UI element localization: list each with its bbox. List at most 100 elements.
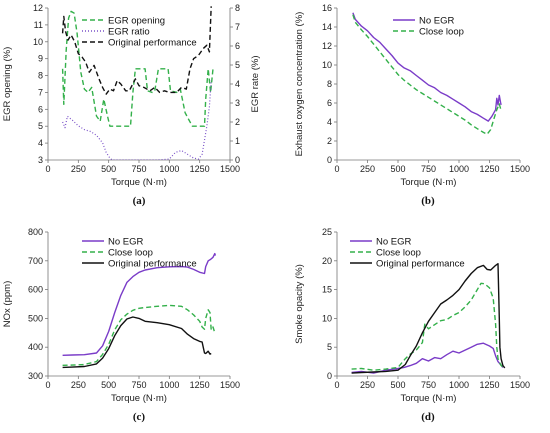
y-axis-label: EGR opening (%)	[2, 47, 13, 121]
y-tick-label: 10	[33, 37, 43, 47]
legend-entry: No EGR	[376, 237, 412, 248]
x-tick-label: 750	[421, 164, 436, 174]
series-line-1	[352, 343, 503, 373]
panel-label: (c)	[133, 411, 146, 423]
legend-entry: EGR ratio	[108, 27, 150, 38]
x-tick-label: 0	[45, 380, 50, 390]
x-tick-label: 250	[71, 380, 86, 390]
legend-entry: Close loop	[376, 248, 421, 259]
x-tick-label: 250	[360, 380, 375, 390]
legend-entry: No EGR	[419, 16, 455, 27]
x-tick-label: 1500	[220, 164, 240, 174]
x-tick-label: 500	[390, 380, 405, 390]
panel-c: 0 250 500 750 1000 1250 1500 300 400 500 600 700 800…	[2, 227, 240, 423]
panel-d: 0 250 500 750 1000 1250 1500 0 5 10 15 20 25 Torque (…	[294, 227, 530, 423]
x-axis-label: Torque (N·m)	[401, 393, 457, 404]
y-tick-label: 400	[28, 342, 43, 352]
x-tick-label: 1000	[449, 380, 469, 390]
y-tick-label: 300	[28, 371, 43, 381]
series-line-3	[352, 264, 505, 373]
panel-label: (b)	[421, 195, 435, 207]
x-tick-label: 1000	[159, 380, 179, 390]
x-tick-label: 1250	[479, 164, 499, 174]
x-tick-label: 0	[334, 380, 339, 390]
legend-entry: Original performance	[108, 259, 197, 270]
x-axis-label: Torque (N·m)	[401, 177, 457, 188]
y-tick-label: 12	[33, 3, 43, 13]
series-line-3	[63, 317, 212, 367]
x-tick-label: 0	[45, 164, 50, 174]
y-axis-label: Exhaust oxygen concentration (%)	[294, 12, 305, 157]
x-axis-label: Torque (N·m)	[111, 177, 167, 188]
y2-tick-label: 8	[235, 3, 240, 13]
y2-tick-label: 5	[235, 60, 240, 70]
y-tick-label: 0	[327, 155, 332, 165]
y2-axis-label: EGR rate (%)	[250, 55, 261, 112]
legend-entry: Original performance	[108, 38, 197, 49]
y2-tick-label: 2	[235, 117, 240, 127]
x-tick-label: 1250	[190, 380, 210, 390]
series-line-2	[352, 283, 503, 370]
y-tick-label: 11	[34, 20, 43, 30]
y-tick-label: 2	[327, 136, 332, 146]
y-tick-label: 16	[322, 3, 332, 13]
panel-label: (a)	[133, 195, 146, 207]
y-tick-label: 5	[38, 121, 43, 131]
y-tick-label: 10	[322, 60, 332, 70]
panel-label: (d)	[421, 411, 435, 423]
y-tick-label: 5	[327, 342, 332, 352]
x-tick-label: 0	[334, 164, 339, 174]
y-tick-label: 15	[322, 285, 332, 295]
y-tick-label: 20	[322, 256, 332, 266]
panel-a: 0 250 500 750 1000 1250 1500345678910111201234…	[2, 3, 261, 207]
x-tick-label: 500	[101, 380, 116, 390]
x-axis-label: Torque (N·m)	[111, 393, 167, 404]
y-tick-label: 600	[28, 285, 43, 295]
series-line-2	[63, 305, 215, 365]
y2-tick-label: 6	[235, 41, 240, 51]
legend-entry: Close loop	[419, 27, 464, 38]
x-tick-label: 1000	[449, 164, 469, 174]
y-tick-label: 500	[28, 313, 43, 323]
panel-b: 0 250 500 750 1000 1250 1500 0 2 4 6 8 10 12 14 16 Torqu…	[294, 3, 530, 207]
y-tick-label: 4	[327, 117, 332, 127]
legend-entry: Original performance	[376, 259, 465, 270]
y-tick-label: 7	[38, 87, 43, 97]
y-tick-label: 6	[327, 98, 332, 108]
y-axis-label: Smoke opacity (%)	[294, 264, 305, 344]
x-tick-label: 1500	[220, 380, 240, 390]
y-axis-label: NOx (ppm)	[2, 281, 13, 327]
x-tick-label: 1500	[510, 380, 530, 390]
legend-entry: Close loop	[108, 248, 153, 259]
x-tick-label: 250	[360, 164, 375, 174]
y2-tick-label: 3	[235, 98, 240, 108]
y-tick-label: 8	[327, 79, 332, 89]
y2-tick-label: 4	[235, 79, 240, 89]
x-tick-label: 1500	[510, 164, 530, 174]
y-tick-label: 8	[38, 71, 43, 81]
y2-tick-label: 1	[235, 136, 240, 146]
y-tick-label: 9	[38, 54, 43, 64]
x-tick-label: 500	[101, 164, 116, 174]
x-tick-label: 750	[131, 164, 146, 174]
legend-entry: No EGR	[108, 237, 144, 248]
x-tick-label: 250	[71, 164, 86, 174]
y-tick-label: 6	[38, 104, 43, 114]
y2-tick-label: 0	[235, 155, 240, 165]
y-tick-label: 10	[322, 313, 332, 323]
y-tick-label: 800	[28, 227, 43, 237]
y-tick-label: 3	[38, 155, 43, 165]
x-tick-label: 1250	[479, 380, 499, 390]
y-tick-label: 25	[322, 227, 332, 237]
x-tick-label: 1000	[159, 164, 179, 174]
y2-tick-label: 7	[235, 22, 240, 32]
y-tick-label: 4	[38, 138, 43, 148]
y-tick-label: 0	[327, 371, 332, 381]
y-tick-label: 700	[28, 256, 43, 266]
x-tick-label: 750	[131, 380, 146, 390]
y-tick-label: 14	[322, 22, 332, 32]
x-tick-label: 500	[390, 164, 405, 174]
legend-entry: EGR opening	[108, 16, 165, 27]
y-tick-label: 12	[322, 41, 332, 51]
